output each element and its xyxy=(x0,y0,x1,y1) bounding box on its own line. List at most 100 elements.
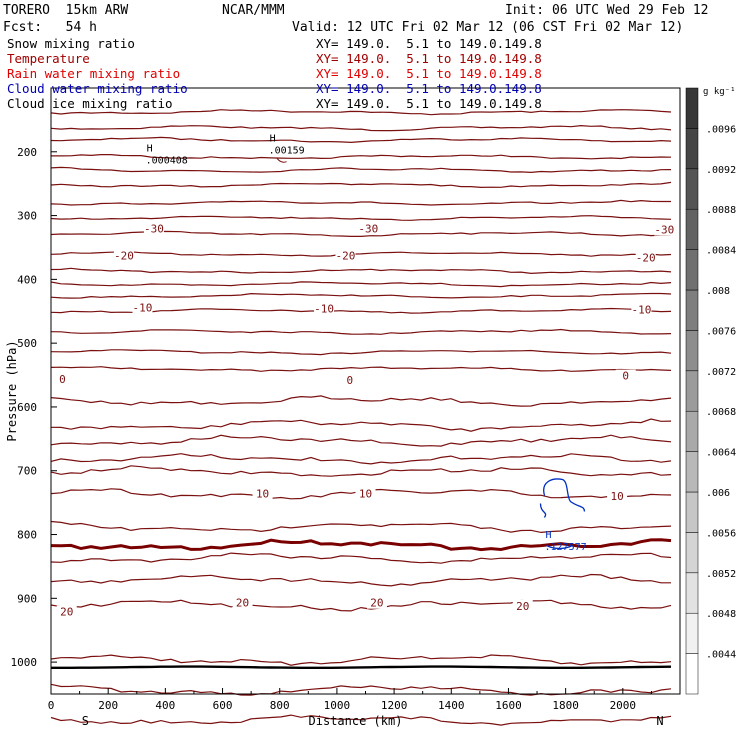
colorbar-tick-label: .0072 xyxy=(706,367,736,378)
ground-line xyxy=(51,665,672,669)
colorbar-tick-label: .006 xyxy=(706,488,730,499)
south-end-label: S xyxy=(82,714,89,728)
maximum-marker: H xyxy=(545,530,551,541)
isotherm-label-bg xyxy=(607,490,628,503)
temperature-contour xyxy=(50,267,672,275)
init-time: Init: 06 UTC Wed 29 Feb 12 xyxy=(505,3,709,18)
temperature-contour xyxy=(50,453,672,465)
isotherm-label: 20 xyxy=(236,597,249,610)
temperature-contour xyxy=(50,395,672,407)
temperature-contour xyxy=(50,573,671,587)
x-tick-label: 1600 xyxy=(495,699,522,712)
cloud-water-contour xyxy=(546,544,573,550)
colorbar-tick-label: .0068 xyxy=(706,407,736,418)
x-tick-label: 400 xyxy=(155,699,175,712)
colorbar-bin xyxy=(685,168,699,210)
y-axis-label: Pressure (hPa) xyxy=(5,340,19,441)
isotherm-label-bg xyxy=(654,223,675,236)
isotherm-label-bg xyxy=(52,372,73,385)
maximum-value-label: .000408 xyxy=(146,155,188,166)
legend-snow-xy: XY= 149.0. 5.1 to 149.0.149.8 xyxy=(316,36,542,51)
isotherm-label-bg xyxy=(631,303,652,316)
x-tick-label: 2000 xyxy=(610,699,637,712)
legend-snow-name: Snow mixing ratio xyxy=(7,36,135,51)
maximum-marker: H xyxy=(147,143,153,154)
temperature-contour xyxy=(50,292,672,299)
x-tick-label: 1200 xyxy=(381,699,408,712)
colorbar-bin xyxy=(685,653,699,695)
forecast-hour: Fcst: 54 h xyxy=(3,20,97,35)
small-maximum-contour xyxy=(276,157,287,163)
colorbar-tick-label: .0076 xyxy=(706,326,736,337)
cloud-water-contour xyxy=(539,503,547,518)
isotherm-label: 0 xyxy=(346,374,353,387)
isotherm-label-bg xyxy=(358,222,379,235)
isotherm-label: -20 xyxy=(336,250,356,263)
isotherm-label: 0 xyxy=(622,370,629,383)
temperature-contour xyxy=(50,366,672,372)
legend-rain-xy: XY= 149.0. 5.1 to 149.0.149.8 xyxy=(316,66,542,81)
x-tick-label: 600 xyxy=(213,699,233,712)
isotherm-label-bg xyxy=(635,251,656,264)
y-tick-label: 500 xyxy=(17,337,37,350)
temperature-contour xyxy=(50,215,672,221)
isotherm-label: -30 xyxy=(144,222,164,235)
isotherm-label: 10 xyxy=(359,488,372,501)
temperature-contour xyxy=(50,552,672,564)
colorbar-tick-label: .008 xyxy=(706,286,730,297)
temperature-contour xyxy=(50,714,672,726)
legend-cloud-water-name: Cloud water mixing ratio xyxy=(7,81,188,96)
freezing-level-contour xyxy=(50,538,672,552)
x-tick-label: 800 xyxy=(270,699,290,712)
isotherm-label-bg xyxy=(339,374,360,387)
isotherm-label: -10 xyxy=(631,303,651,316)
y-tick-label: 600 xyxy=(17,401,37,414)
y-tick-label: 400 xyxy=(17,273,37,286)
isotherm-label-bg xyxy=(314,302,335,315)
isotherm-label: 0 xyxy=(59,373,66,386)
y-tick-label: 800 xyxy=(17,529,37,542)
isotherm-label-bg xyxy=(252,487,273,500)
temperature-contour xyxy=(50,124,672,132)
isotherm-label: -30 xyxy=(654,224,674,237)
temperature-contour xyxy=(50,199,671,206)
colorbar-bin xyxy=(685,532,699,574)
temperature-contour xyxy=(50,349,672,356)
colorbar-tick-label: .0056 xyxy=(706,528,736,539)
colorbar-bin xyxy=(685,330,699,372)
north-end-label: N xyxy=(656,714,663,728)
temperature-contour xyxy=(50,418,672,432)
y-tick-label: 1000 xyxy=(11,656,38,669)
isotherm-label-bg xyxy=(355,487,376,500)
colorbar-bin xyxy=(685,491,699,533)
isotherm-label: 10 xyxy=(610,490,623,503)
isotherm-label: -30 xyxy=(358,222,378,235)
colorbar-bin xyxy=(685,208,699,250)
temperature-contour xyxy=(50,434,672,447)
legend-temperature-name: Temperature xyxy=(7,51,90,66)
isotherm-label: 20 xyxy=(60,606,73,619)
isotherm-label: 20 xyxy=(370,597,383,610)
isotherm-label-bg xyxy=(512,599,533,612)
cloud-water-contour xyxy=(543,478,586,512)
legend-cloud-ice-xy: XY= 149.0. 5.1 to 149.0.149.8 xyxy=(316,96,542,111)
colorbar-bin xyxy=(685,451,699,493)
temperature-contour xyxy=(50,251,672,257)
isotherm-label: -20 xyxy=(114,250,134,263)
isotherm-label: -10 xyxy=(133,301,153,314)
temperature-contour xyxy=(50,654,672,666)
valid-time: Valid: 12 UTC Fri 02 Mar 12 (06 CST Fri … xyxy=(292,20,684,35)
x-tick-label: 1400 xyxy=(438,699,465,712)
isotherm-label-bg xyxy=(232,596,253,609)
colorbar-bin xyxy=(685,249,699,291)
colorbar-bin xyxy=(685,410,699,452)
colorbar-tick-label: .0096 xyxy=(706,124,736,135)
temperature-contour xyxy=(50,136,672,144)
temperature-contour xyxy=(51,154,672,160)
legend-cloud-water-xy: XY= 149.0. 5.1 to 149.0.149.8 xyxy=(316,81,542,96)
temperature-contour xyxy=(50,166,672,174)
isotherm-label-bg xyxy=(113,249,134,262)
maximum-marker: H xyxy=(270,134,276,145)
temperature-contour xyxy=(50,181,672,189)
plot-frame xyxy=(50,87,681,695)
